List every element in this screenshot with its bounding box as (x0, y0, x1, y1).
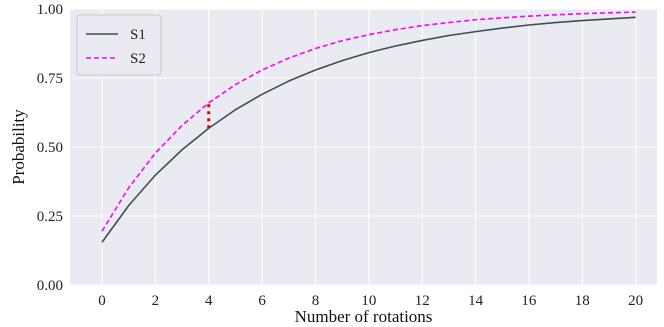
legend-label-s1: S1 (130, 27, 146, 43)
y-tick-label: 0.25 (37, 209, 63, 225)
x-tick-label: 14 (468, 293, 484, 309)
legend-box (76, 14, 162, 76)
legend-label-s2: S2 (130, 51, 146, 67)
x-tick-label: 8 (312, 293, 320, 309)
series-layer (101, 11, 636, 243)
y-tick-label: 0.50 (37, 140, 63, 156)
x-tick-label: 20 (628, 293, 643, 309)
y-tick-label: 0.00 (37, 278, 63, 294)
x-tick-label: 16 (521, 293, 537, 309)
y-tick-labels: 0.00 0.25 0.50 0.75 1.00 (37, 2, 63, 294)
x-tick-label: 2 (152, 293, 160, 309)
series-line-s2 (101, 11, 636, 232)
x-tick-label: 12 (415, 293, 430, 309)
x-axis-label: Number of rotations (295, 307, 433, 326)
x-tick-label: 4 (205, 293, 213, 309)
series-line-s1 (101, 16, 636, 243)
x-tick-label: 0 (98, 293, 106, 309)
y-axis-label: Probability (9, 109, 28, 185)
x-tick-label: 18 (575, 293, 590, 309)
x-tick-label: 10 (361, 293, 376, 309)
legend: S1 S2 (76, 14, 162, 76)
x-tick-labels: 0 2 4 6 8 10 12 14 16 18 20 (98, 293, 643, 309)
grid-lines (70, 8, 657, 286)
x-tick-label: 6 (258, 293, 266, 309)
y-tick-label: 0.75 (37, 71, 63, 87)
y-tick-label: 1.00 (37, 2, 63, 18)
